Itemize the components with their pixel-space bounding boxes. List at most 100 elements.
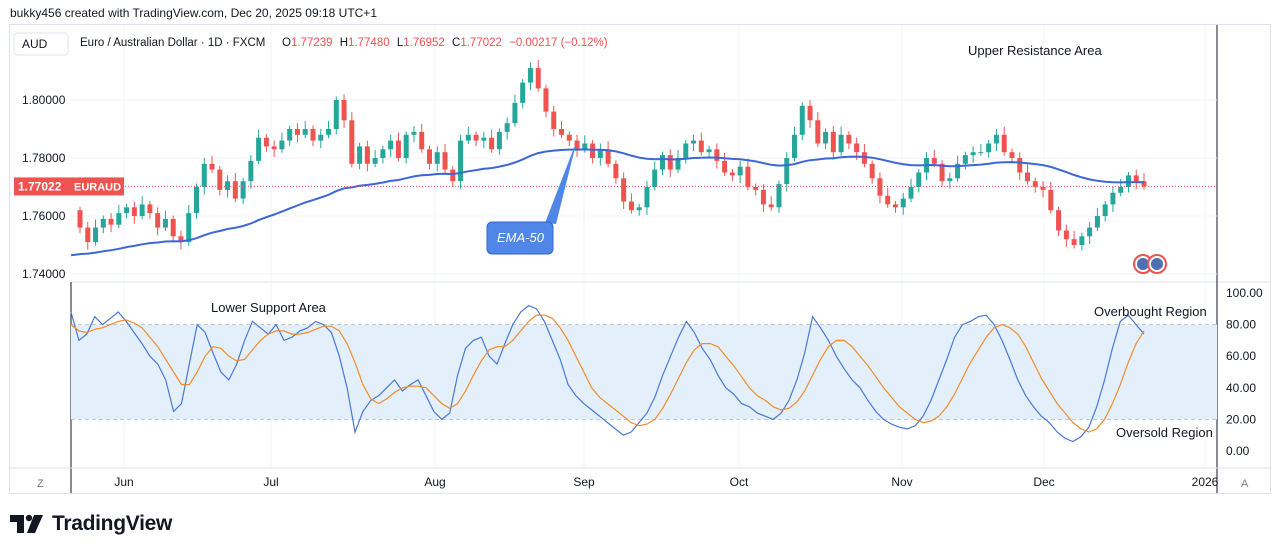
tradingview-logo-icon bbox=[10, 514, 43, 533]
candle-body bbox=[481, 137, 487, 141]
candle-body bbox=[535, 68, 541, 89]
candle-body bbox=[100, 218, 106, 228]
candle-body bbox=[232, 181, 238, 199]
date-tick-label: Jun bbox=[114, 475, 133, 489]
candle-body bbox=[1032, 181, 1038, 187]
candle-body bbox=[489, 137, 495, 150]
candle-body bbox=[147, 204, 153, 214]
price-badge: 1.77022 EURAUD bbox=[14, 177, 124, 196]
candle-body bbox=[450, 169, 456, 182]
date-tick-label: Sep bbox=[573, 475, 595, 489]
svg-text:Z: Z bbox=[37, 478, 44, 490]
candle-body bbox=[869, 163, 875, 179]
candle-body bbox=[426, 149, 432, 164]
candle-body bbox=[955, 163, 961, 179]
candle-body bbox=[605, 149, 611, 164]
date-tick-label: Nov bbox=[891, 475, 912, 489]
candle-body bbox=[225, 181, 231, 190]
candle-body bbox=[372, 158, 378, 164]
candle-body bbox=[900, 198, 906, 208]
date-tick-label: Jul bbox=[263, 475, 278, 489]
stoch-tick-label: 20.00 bbox=[1226, 412, 1256, 426]
candle-body bbox=[861, 152, 867, 164]
candle-body bbox=[784, 158, 790, 185]
axis-labels: 1.80000 1.78000 1.76000 1.74000 Jun Jul Aug Sep… bbox=[22, 93, 1263, 489]
candle-body bbox=[877, 178, 883, 196]
candle-body bbox=[1094, 216, 1100, 228]
event-flag-icon[interactable] bbox=[1133, 254, 1167, 274]
currency-box[interactable]: AUD bbox=[13, 32, 69, 56]
candle-body bbox=[458, 140, 464, 182]
candle-body bbox=[465, 134, 471, 141]
candle-body bbox=[729, 172, 735, 176]
candle-body bbox=[846, 134, 852, 144]
candle-body bbox=[590, 143, 596, 158]
candle-body bbox=[1009, 152, 1015, 158]
date-tick-label: 2026 bbox=[1192, 475, 1219, 489]
candle-body bbox=[326, 129, 332, 135]
candle-body bbox=[838, 134, 844, 153]
candle-body bbox=[745, 166, 751, 187]
candle-body bbox=[209, 163, 215, 170]
candle-body bbox=[442, 152, 448, 170]
candle-body bbox=[93, 227, 99, 243]
candle-body bbox=[993, 134, 999, 144]
c-value: 1.77022 bbox=[460, 37, 502, 49]
candle-body bbox=[760, 189, 766, 205]
candle-body bbox=[792, 134, 798, 158]
ohlc-readout: O1.77239 H1.77480 L1.76952 C1.77022 −0.0… bbox=[282, 37, 608, 49]
l-label: L bbox=[397, 37, 404, 49]
price-tick-label: 1.80000 bbox=[22, 93, 66, 107]
candle-body bbox=[380, 149, 386, 158]
candle-body bbox=[520, 82, 526, 103]
zoom-button[interactable]: Z bbox=[37, 478, 44, 490]
candle-body bbox=[411, 131, 417, 135]
candle-body bbox=[248, 160, 254, 182]
candle-body bbox=[830, 131, 836, 153]
candle-body bbox=[403, 134, 409, 158]
brand-name: TradingView bbox=[52, 512, 173, 535]
candle-body bbox=[908, 187, 914, 199]
candles-layer bbox=[77, 59, 1147, 251]
candle-body bbox=[628, 201, 634, 211]
candle-body bbox=[1017, 158, 1023, 173]
candle-body bbox=[240, 181, 246, 199]
candle-body bbox=[659, 155, 665, 170]
candle-body bbox=[1118, 187, 1124, 193]
candle-body bbox=[799, 105, 805, 135]
candle-body bbox=[504, 123, 510, 132]
candle-body bbox=[986, 143, 992, 153]
h-value: 1.77480 bbox=[348, 37, 390, 49]
candle-body bbox=[333, 100, 339, 129]
upper-resistance-label: Upper Resistance Area bbox=[968, 43, 1102, 58]
auto-scale-button[interactable]: A bbox=[1233, 473, 1257, 491]
candle-body bbox=[916, 172, 922, 187]
candle-body bbox=[1133, 175, 1139, 182]
lower-support-label: Lower Support Area bbox=[211, 300, 327, 315]
candle-body bbox=[302, 129, 308, 135]
candle-body bbox=[496, 131, 502, 150]
date-tick-label: Dec bbox=[1033, 475, 1054, 489]
candle-body bbox=[854, 143, 860, 153]
ema-callout: EMA-50 bbox=[486, 140, 577, 255]
candle-body bbox=[1063, 230, 1069, 240]
price-badge-value: 1.77022 bbox=[18, 179, 62, 193]
o-value: 1.77239 bbox=[291, 37, 333, 49]
chart-credit: bukky456 created with TradingView.com, D… bbox=[10, 6, 377, 20]
oversold-label: Oversold Region bbox=[1116, 425, 1213, 440]
candle-body bbox=[263, 137, 269, 147]
price-tick-label: 1.74000 bbox=[22, 267, 66, 281]
date-tick-label: Oct bbox=[730, 475, 749, 489]
candle-body bbox=[108, 218, 114, 225]
candle-body bbox=[527, 68, 533, 83]
candle-body bbox=[85, 227, 91, 243]
candle-body bbox=[287, 129, 293, 141]
candle-body bbox=[162, 218, 168, 228]
candle-body bbox=[217, 169, 223, 190]
symbol-title: Euro / Australian Dollar · 1D · FXCM bbox=[80, 37, 265, 49]
candle-body bbox=[201, 163, 207, 187]
candle-body bbox=[962, 155, 968, 164]
candle-body bbox=[434, 152, 440, 164]
candle-body bbox=[644, 187, 650, 208]
